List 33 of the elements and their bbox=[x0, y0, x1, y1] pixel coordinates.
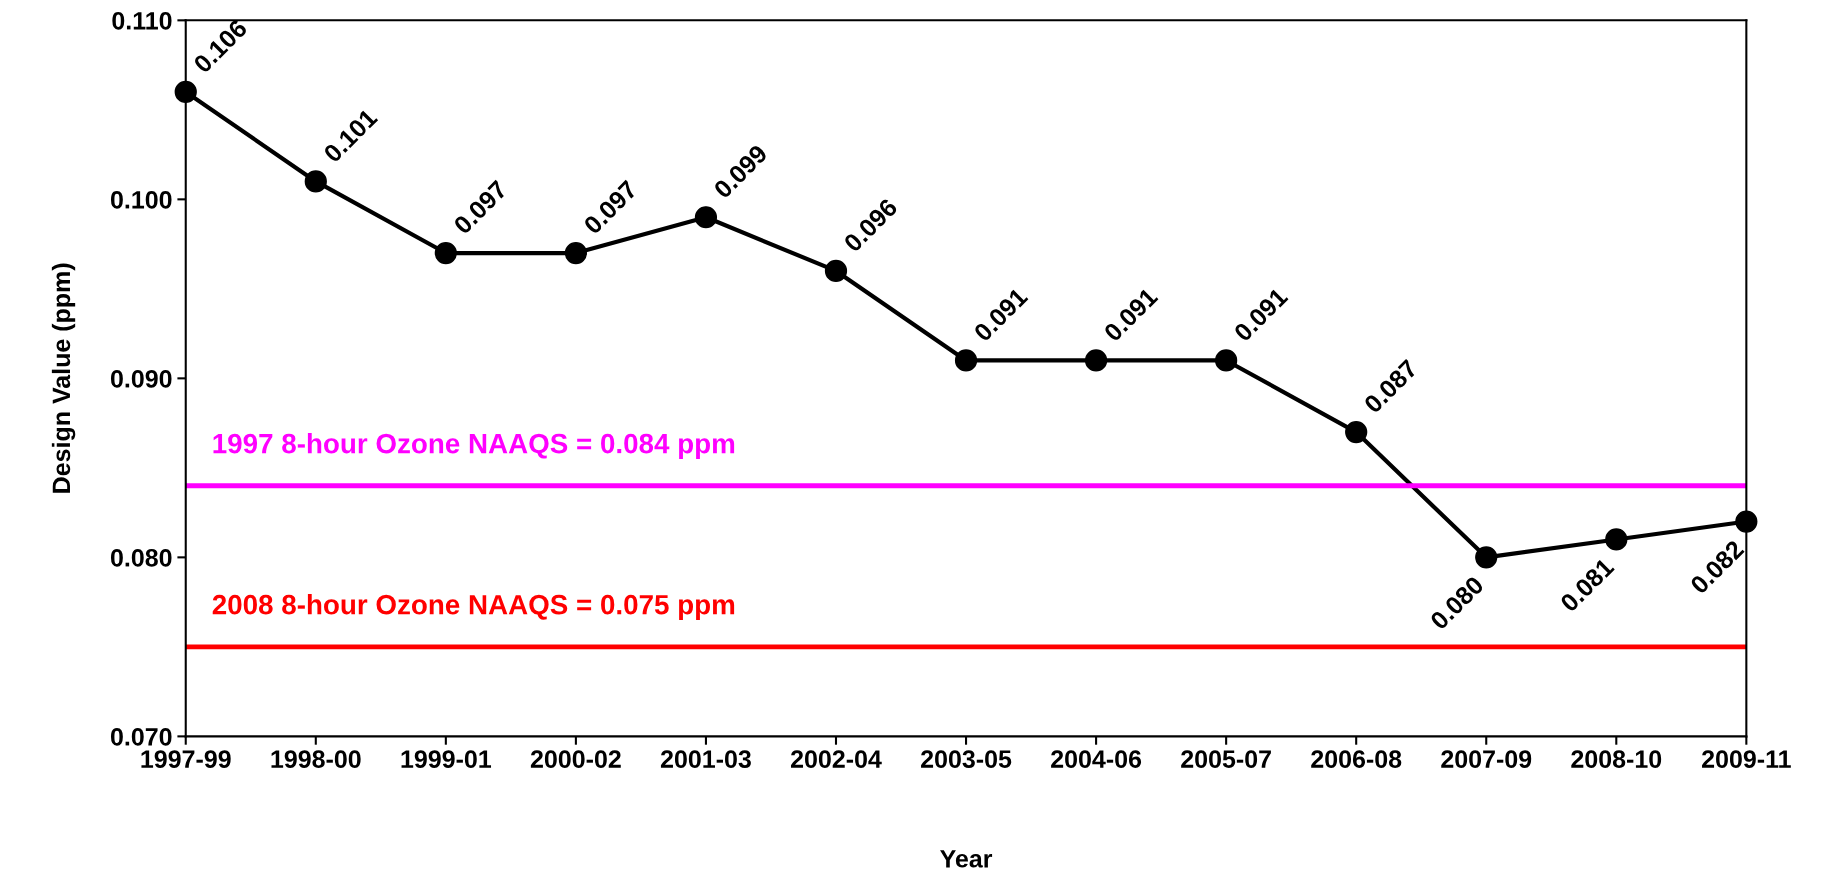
point bbox=[694, 206, 718, 229]
x-tick-label: 2000-02 bbox=[530, 750, 621, 768]
ref-line-label: 2008 8-hour Ozone NAAQS = 0.075 ppm bbox=[212, 594, 735, 621]
point bbox=[1215, 349, 1238, 372]
x-tick-label: 2003-05 bbox=[921, 750, 1012, 768]
point bbox=[434, 241, 457, 265]
x-tick-label: 2008-10 bbox=[1571, 750, 1662, 768]
point bbox=[1605, 528, 1628, 551]
x-tick-label: 1997-99 bbox=[141, 750, 231, 768]
y-tick-label: 0.090 bbox=[110, 369, 172, 388]
y-tick-label: 0.100 bbox=[110, 190, 172, 209]
point bbox=[1345, 420, 1368, 444]
point bbox=[304, 170, 327, 193]
ref-line-label: 1997 8-hour Ozone NAAQS = 0.084 ppm bbox=[213, 433, 735, 459]
point bbox=[824, 259, 848, 283]
point bbox=[564, 241, 588, 265]
x-tick-label: 1999-01 bbox=[401, 750, 492, 768]
y-tick-label: 0.110 bbox=[112, 11, 172, 30]
y-tick-label: 0.080 bbox=[110, 548, 172, 567]
x-tick-label: 2007-09 bbox=[1441, 750, 1532, 768]
x-tick-label: 2001-03 bbox=[660, 750, 751, 768]
x-tick-label: 2009-11 bbox=[1702, 750, 1791, 768]
y-tick-label: 0.070 bbox=[110, 727, 172, 746]
x-tick-label: 2005-07 bbox=[1181, 750, 1271, 768]
x-tick-label: 2006-08 bbox=[1311, 750, 1402, 768]
point bbox=[1084, 349, 1108, 372]
point bbox=[1475, 546, 1498, 569]
x-tick-label: 1998-00 bbox=[271, 750, 361, 768]
point bbox=[954, 349, 978, 372]
x-tick-label: 2002-04 bbox=[790, 750, 882, 768]
y-axis-title: Design Value (ppm) bbox=[51, 263, 76, 493]
x-tick-label: 2004-06 bbox=[1051, 750, 1142, 768]
x-axis-title: Year bbox=[940, 850, 993, 868]
